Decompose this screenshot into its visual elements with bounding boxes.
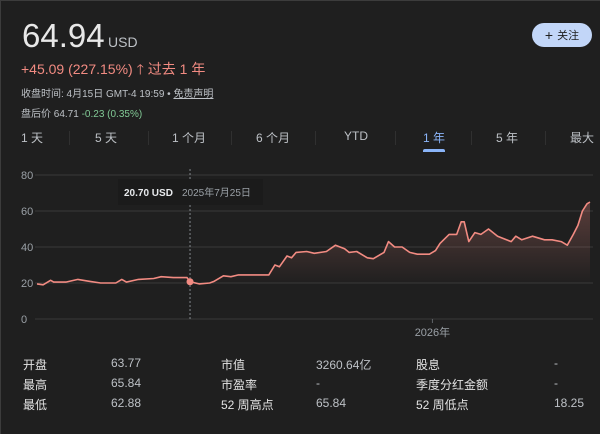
tab-6[interactable]: 5 年 — [495, 131, 519, 145]
tab-divider — [395, 131, 396, 145]
after-hours-price: 盘后价 64.71 — [21, 109, 79, 120]
close-time-text: 收盘时间: 4月15日 GMT-4 19:59 • — [21, 89, 174, 100]
tab-0[interactable]: 1 天 — [20, 131, 44, 145]
area-fill — [37, 202, 590, 285]
change-period: 过去 1 年 — [147, 61, 206, 77]
price-change: +45.09 (227.15%) 🡑 过去 1 年 — [21, 59, 205, 83]
tab-1[interactable]: 5 天 — [94, 131, 118, 145]
stat-value: 63.77 — [111, 356, 142, 370]
y-tick-label: 80 — [21, 170, 33, 182]
stat-label: 52 周低点 — [416, 398, 469, 412]
stat-label: 最低 — [23, 398, 48, 412]
follow-button[interactable]: + 关注 — [532, 23, 592, 47]
y-tick-label: 0 — [21, 314, 27, 326]
stat-value: 65.84 — [316, 396, 347, 410]
tab-divider — [314, 131, 316, 145]
y-tick-label: 20 — [21, 278, 33, 290]
stat-label: 市盈率 — [221, 378, 258, 392]
tab-5[interactable]: 1 年 — [422, 131, 446, 145]
tooltip-value: 20.70 USD — [124, 188, 173, 199]
currency: USD — [108, 34, 138, 50]
active-tab-indicator — [423, 149, 445, 152]
y-tick-label: 40 — [21, 242, 33, 254]
stat-label: 季度分红金额 — [416, 378, 489, 392]
stat-value: 65.84 — [111, 376, 142, 390]
tab-7[interactable]: 最大 — [569, 131, 595, 145]
tab-4[interactable]: YTD — [344, 129, 368, 143]
price-chart[interactable]: 0 20 40 60 80 2026年 20.70 USD 2025年7月25日 — [1, 161, 600, 341]
close-time: 收盘时间: 4月15日 GMT-4 19:59 • 免责声明 — [21, 85, 213, 100]
tab-divider — [470, 131, 472, 145]
stat-value: 18.25 — [554, 396, 585, 410]
after-hours: 盘后价 64.71 -0.23 (0.35%) — [21, 105, 142, 120]
tab-divider — [147, 131, 149, 145]
stat-label: 52 周高点 — [221, 398, 274, 412]
tab-divider — [231, 131, 232, 145]
tab-3[interactable]: 6 个月 — [255, 131, 291, 145]
hover-point — [186, 278, 194, 286]
after-hours-change: -0.23 (0.35%) — [81, 109, 143, 120]
stats-table: 开盘 63.77 市值 3260.64亿 股息 - 最高 65.84 市盈率 - 季度分红金额 - 最低… — [1, 356, 600, 426]
follow-label: 关注 — [557, 30, 580, 42]
tooltip-box — [118, 179, 263, 205]
tooltip-date: 2025年7月25日 — [182, 186, 251, 199]
stock-price: 64.94 — [22, 17, 105, 54]
arrow-up-icon: 🡑 — [136, 61, 144, 77]
stat-value: 62.88 — [111, 396, 142, 410]
stat-value: - — [316, 376, 320, 390]
stat-value: - — [554, 356, 558, 370]
stat-label: 开盘 — [23, 358, 48, 372]
tab-divider — [69, 131, 70, 145]
y-tick-label: 60 — [21, 206, 33, 218]
range-tabs: 1 天 5 天 1 个月 6 个月 YTD 1 年 5 年 最大 — [1, 129, 600, 153]
plus-icon: + — [544, 27, 554, 43]
tab-2[interactable]: 1 个月 — [171, 131, 207, 145]
stat-label: 市值 — [221, 358, 246, 372]
stat-label: 最高 — [23, 378, 48, 392]
change-value: +45.09 (227.15%) — [21, 61, 133, 77]
stat-value: - — [554, 376, 558, 390]
tab-divider — [544, 131, 546, 145]
stat-label: 股息 — [416, 358, 441, 372]
price-line — [36, 201, 591, 286]
stat-value: 3260.64亿 — [316, 358, 372, 372]
disclaimer-link[interactable]: 免责声明 — [173, 89, 214, 100]
x-tick-label: 2026年 — [415, 325, 450, 339]
